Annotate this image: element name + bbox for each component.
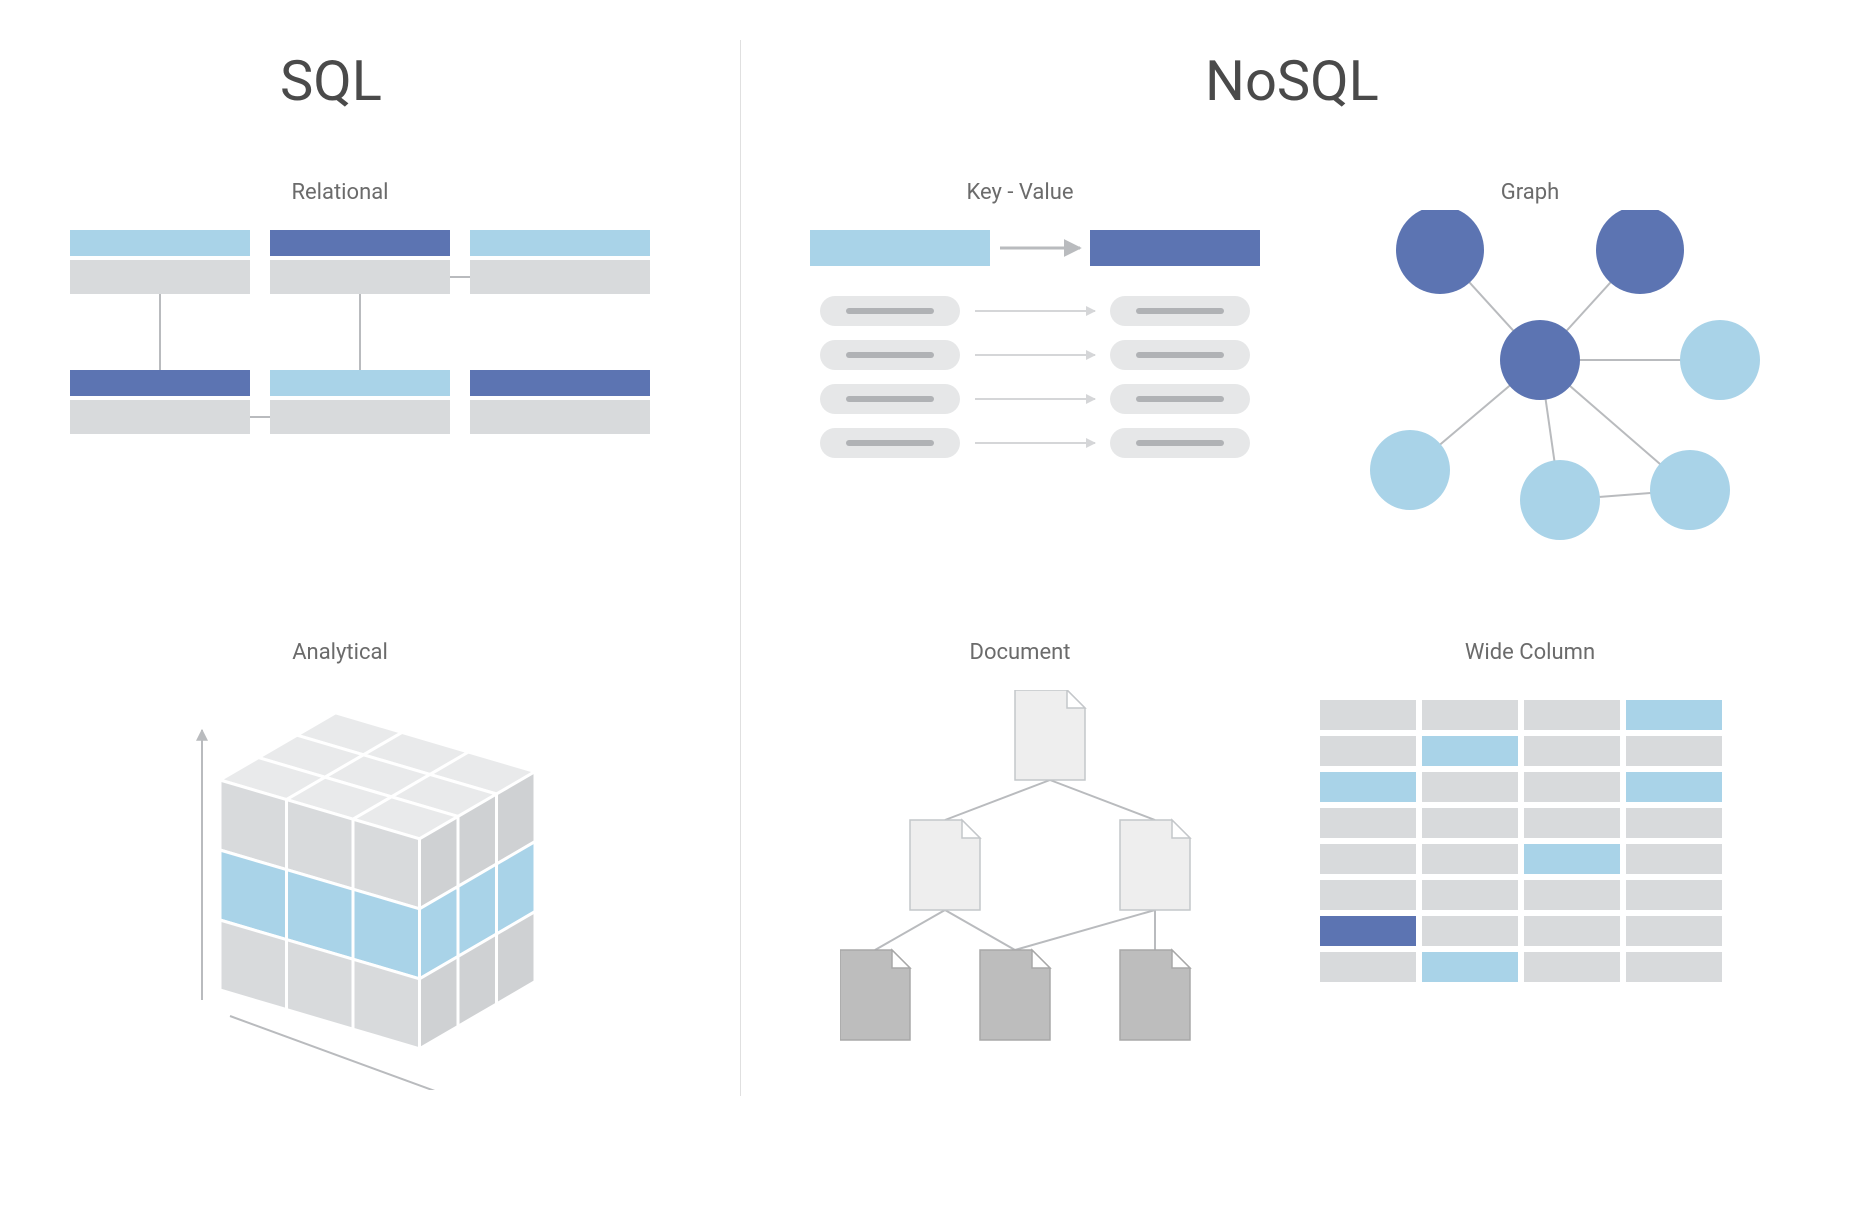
- analytical-diagram: [150, 690, 550, 1090]
- graph-label: Graph: [1470, 180, 1590, 205]
- relational-diagram: [70, 230, 670, 470]
- relational-label: Relational: [270, 180, 410, 205]
- widecolumn-label: Wide Column: [1430, 640, 1630, 665]
- sql-title: SQL: [280, 48, 382, 114]
- keyvalue-label: Key - Value: [940, 180, 1100, 205]
- vertical-divider: [740, 40, 741, 1096]
- document-diagram: [840, 690, 1270, 1070]
- canvas: SQL NoSQL Relational Analytical Key - Va…: [0, 0, 1876, 1216]
- document-label: Document: [950, 640, 1090, 665]
- widecolumn-diagram: [1320, 700, 1750, 1020]
- analytical-label: Analytical: [270, 640, 410, 665]
- nosql-title: NoSQL: [1205, 48, 1379, 114]
- graph-diagram: [1320, 210, 1780, 550]
- keyvalue-diagram: [810, 230, 1260, 530]
